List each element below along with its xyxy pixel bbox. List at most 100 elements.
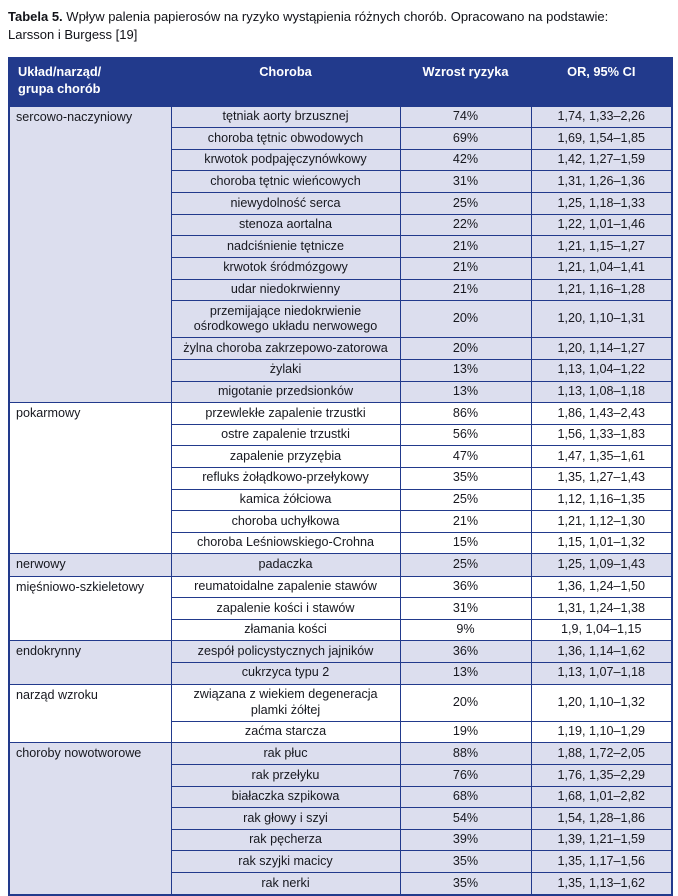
disease-cell: padaczka [170,553,401,577]
or-cell: 1,15, 1,01–1,32 [530,531,673,555]
disease-cell: refluks żołądkowo-przełykowy [170,466,401,490]
or-cell: 1,13, 1,07–1,18 [530,661,673,685]
disease-cell: udar niedokrwienny [170,278,401,302]
or-cell: 1,39, 1,21–1,59 [530,828,673,852]
table-row: zaćma starcza 19% 1,19, 1,10–1,29 [9,720,673,744]
table-row: endokrynny zespół policystycznych jajnikó… [8,640,673,685]
header-organ-system: Układ/narząd/ grupa chorób [8,57,172,107]
table-row: choroby nowotworowe rak płuc 88% 1,88, 1,72… [8,742,673,896]
table-row: migotanie przedsionków 13% 1,13, 1,08–1,18 [9,380,673,404]
or-cell: 1,25, 1,09–1,43 [530,553,673,577]
or-cell: 1,21, 1,04–1,41 [530,256,673,280]
risk-cell: 39% [399,828,532,852]
risk-cell: 13% [399,380,532,404]
risk-table: Układ/narząd/ grupa chorób Choroba Wzros… [8,57,673,896]
or-cell: 1,42, 1,27–1,59 [530,148,673,172]
table-row: rak głowy i szyi 54% 1,54, 1,28–1,86 [9,807,673,830]
table-caption: Tabela 5. Wpływ palenia papierosów na ry… [8,8,658,44]
or-cell: 1,21, 1,16–1,28 [530,278,673,302]
risk-cell: 69% [399,127,532,150]
risk-cell: 36% [399,575,532,599]
risk-cell: 86% [399,402,532,425]
header-or-ci: OR, 95% CI [530,57,673,107]
risk-cell: 35% [399,850,532,874]
risk-cell: 21% [399,235,532,258]
disease-cell: zespół policystycznych jajników [170,640,401,663]
or-cell: 1,20, 1,10–1,31 [530,300,673,339]
risk-cell: 76% [399,764,532,787]
risk-cell: 9% [399,618,532,642]
table-header: Układ/narząd/ grupa chorób Choroba Wzros… [8,57,673,107]
or-cell: 1,25, 1,18–1,33 [530,192,673,215]
or-cell: 1,19, 1,10–1,29 [530,720,673,744]
or-cell: 1,35, 1,13–1,62 [530,872,673,896]
disease-cell: choroba uchyłkowa [170,510,401,533]
risk-cell: 54% [399,807,532,830]
or-cell: 1,13, 1,08–1,18 [530,380,673,404]
or-cell: 1,21, 1,15–1,27 [530,235,673,258]
table-row: choroba uchyłkowa 21% 1,21, 1,12–1,30 [9,510,673,533]
table-row: krwotok podpajęczynówkowy 42% 1,42, 1,27–1… [9,148,673,172]
table-row: choroba tętnic obwodowych 69% 1,69, 1,54–1… [9,127,673,150]
risk-cell: 20% [399,300,532,339]
table-row: pokarmowy przewlekłe zapalenie trzustki 86… [8,402,673,555]
table-caption-label: Tabela 5. [8,9,63,24]
disease-cell: ostre zapalenie trzustki [170,423,401,447]
header-row: Układ/narząd/ grupa chorób Choroba Wzros… [8,57,673,107]
disease-cell: białaczka szpikowa [170,785,401,809]
group-cell: endokrynny [8,640,172,685]
disease-cell: kamica żółciowa [170,488,401,512]
table-row: rak przełyku 76% 1,76, 1,35–2,29 [9,764,673,787]
disease-cell: migotanie przedsionków [170,380,401,404]
or-cell: 1,21, 1,12–1,30 [530,510,673,533]
disease-cell: reumatoidalne zapalenie stawów [170,575,401,599]
group-cell: narząd wzroku [8,683,172,744]
or-cell: 1,36, 1,24–1,50 [530,575,673,599]
group-cell: nerwowy [8,553,172,577]
disease-cell: krwotok podpajęczynówkowy [170,148,401,172]
risk-cell: 47% [399,445,532,468]
risk-cell: 36% [399,640,532,663]
table-row: niewydolność serca 25% 1,25, 1,18–1,33 [9,192,673,215]
risk-cell: 31% [399,597,532,620]
risk-cell: 20% [399,683,532,722]
table-row: stenoza aortalna 22% 1,22, 1,01–1,46 [9,213,673,237]
table-row: udar niedokrwienny 21% 1,21, 1,16–1,28 [9,278,673,302]
disease-cell: żylna choroba zakrzepowo-zatorowa [170,337,401,360]
risk-cell: 25% [399,192,532,215]
table-row: rak pęcherza 39% 1,39, 1,21–1,59 [9,828,673,852]
or-cell: 1,76, 1,35–2,29 [530,764,673,787]
disease-cell: nadciśnienie tętnicze [170,235,401,258]
disease-cell: rak przełyku [170,764,401,787]
or-cell: 1,22, 1,01–1,46 [530,213,673,237]
disease-cell: złamania kości [170,618,401,642]
risk-cell: 13% [399,661,532,685]
table-row: żylna choroba zakrzepowo-zatorowa 20% 1,20… [9,337,673,360]
risk-cell: 19% [399,720,532,744]
or-cell: 1,20, 1,14–1,27 [530,337,673,360]
or-cell: 1,68, 1,01–2,82 [530,785,673,809]
disease-cell: choroba tętnic obwodowych [170,127,401,150]
disease-cell: zaćma starcza [170,720,401,744]
or-cell: 1,12, 1,16–1,35 [530,488,673,512]
disease-cell: krwotok śródmózgowy [170,256,401,280]
or-cell: 1,31, 1,26–1,36 [530,170,673,194]
group-cell: sercowo-naczyniowy [8,105,172,404]
or-cell: 1,35, 1,17–1,56 [530,850,673,874]
or-cell: 1,9, 1,04–1,15 [530,618,673,642]
risk-cell: 88% [399,742,532,766]
disease-cell: zapalenie przyzębia [170,445,401,468]
disease-cell: zapalenie kości i stawów [170,597,401,620]
risk-cell: 20% [399,337,532,360]
table-row: zapalenie przyzębia 47% 1,47, 1,35–1,61 [9,445,673,468]
or-cell: 1,36, 1,14–1,62 [530,640,673,663]
table-row: ostre zapalenie trzustki 56% 1,56, 1,33–1,… [9,423,673,447]
or-cell: 1,13, 1,04–1,22 [530,358,673,382]
disease-cell: rak szyjki macicy [170,850,401,874]
risk-cell: 13% [399,358,532,382]
risk-cell: 25% [399,553,532,577]
disease-cell: przemijające niedokrwienie ośrodkowego u… [170,300,401,339]
disease-cell: cukrzyca typu 2 [170,661,401,685]
risk-cell: 74% [399,105,532,129]
or-cell: 1,88, 1,72–2,05 [530,742,673,766]
